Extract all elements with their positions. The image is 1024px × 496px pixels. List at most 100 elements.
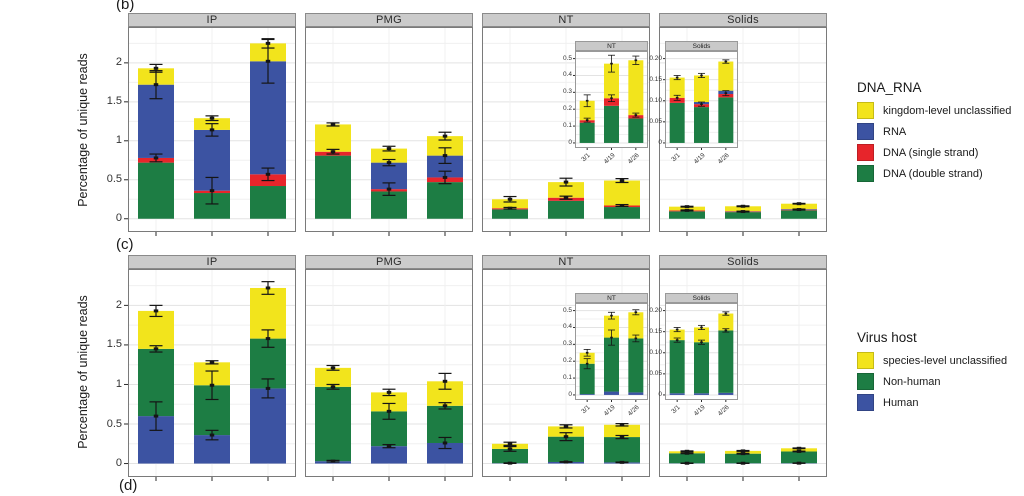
inset-strip: NT xyxy=(575,293,648,303)
error-mean-dot xyxy=(330,459,336,463)
panel-border xyxy=(575,303,648,400)
bar-segment xyxy=(315,386,351,462)
error-bar xyxy=(438,170,452,185)
panel-border xyxy=(482,269,650,477)
error-mean-dot xyxy=(585,351,589,354)
y-tick-label: 2 xyxy=(115,56,122,69)
bar-segment xyxy=(250,186,286,219)
error-bar xyxy=(149,345,163,353)
bar-segment xyxy=(669,453,705,464)
error-mean-dot xyxy=(386,161,392,165)
inset-y-tick-label: 0.1 xyxy=(562,374,572,382)
stacked-bar xyxy=(492,441,528,465)
error-mean-dot xyxy=(265,337,271,341)
bar-segment xyxy=(669,211,705,219)
bar-segment xyxy=(628,312,644,339)
y-tick-label: 1.5 xyxy=(106,95,122,108)
stacked-bar xyxy=(694,72,709,143)
error-bar xyxy=(326,122,340,127)
error-mean-dot xyxy=(265,59,271,63)
bar-segment xyxy=(492,448,528,464)
stacked-bar xyxy=(628,55,644,143)
inset-y-tick-label: 0.10 xyxy=(649,348,662,356)
inset-y-tick-label: 0.20 xyxy=(649,54,662,62)
error-mean-dot xyxy=(153,347,159,351)
bar-segment xyxy=(604,180,640,206)
stacked-bar xyxy=(718,311,734,395)
bar-segment xyxy=(718,392,734,395)
error-bar xyxy=(632,334,640,343)
bar-segment xyxy=(548,182,584,198)
inset-y-tick-label: 0.3 xyxy=(562,340,572,348)
bar-segment xyxy=(718,330,734,393)
stacked-bar xyxy=(371,145,407,219)
legend-item: species-level unclassified xyxy=(857,352,1007,369)
stacked-bar xyxy=(194,115,230,219)
error-bar xyxy=(503,206,517,210)
facet-strip-NT: NT xyxy=(482,13,650,27)
y-tick-label: 0 xyxy=(115,457,122,470)
error-mean-dot xyxy=(634,337,638,340)
error-bar xyxy=(205,176,219,205)
inset-y-tick-label: 0 xyxy=(658,390,662,398)
error-bar xyxy=(698,339,705,345)
stacked-bar xyxy=(427,372,463,464)
error-mean-dot xyxy=(442,154,448,158)
legend-dna-rna: DNA_RNA kingdom-level unclassified RNA D… xyxy=(857,80,1011,186)
error-bar xyxy=(615,203,629,208)
bar-segment xyxy=(371,446,407,464)
stacked-bar xyxy=(604,423,640,464)
legend-item: RNA xyxy=(857,123,1011,140)
error-bar xyxy=(326,459,340,463)
y-tick-label: 1.5 xyxy=(106,338,122,351)
error-mean-dot xyxy=(634,59,638,62)
bar-segment xyxy=(669,206,705,211)
error-bar xyxy=(326,383,340,390)
error-mean-dot xyxy=(684,451,690,455)
bar-segment xyxy=(604,207,640,219)
bar-segment xyxy=(371,148,407,163)
bar-segment xyxy=(427,442,463,464)
error-bar xyxy=(608,311,615,320)
panel-border xyxy=(128,27,296,232)
error-mean-dot xyxy=(675,339,679,341)
stacked-bar xyxy=(669,449,705,465)
error-mean-dot xyxy=(507,442,513,446)
bar-segment xyxy=(138,310,174,349)
stacked-bar xyxy=(604,54,619,143)
stacked-bar xyxy=(194,360,230,464)
inset-y-tick-label: 0.05 xyxy=(649,117,662,125)
bar-segment xyxy=(427,182,463,219)
stacked-bar xyxy=(781,446,817,465)
inset-strip: NT xyxy=(575,41,648,51)
error-bar xyxy=(583,358,591,370)
error-bar xyxy=(149,153,163,163)
bar-segment xyxy=(427,136,463,156)
inset-y-tick-label: 0 xyxy=(568,138,572,146)
error-mean-dot xyxy=(740,204,746,208)
panel-c-label: (c) xyxy=(116,236,134,253)
bar-segment xyxy=(628,392,644,395)
error-bar xyxy=(632,309,640,316)
error-bar xyxy=(698,101,705,107)
error-bar xyxy=(382,443,396,449)
bar-segment xyxy=(492,199,528,209)
inset-y-tick-label: 0.05 xyxy=(649,369,662,377)
error-bar xyxy=(615,434,629,440)
bar-segment xyxy=(781,203,817,210)
error-mean-dot xyxy=(796,208,802,212)
bar-segment xyxy=(604,63,619,99)
bar-segment xyxy=(781,448,817,452)
bar-segment xyxy=(579,122,595,143)
legend-item-label: species-level unclassified xyxy=(883,354,1008,367)
error-bar xyxy=(149,63,163,73)
error-mean-dot xyxy=(619,435,625,439)
bar-segment xyxy=(628,338,644,393)
bar-segment xyxy=(669,393,685,395)
error-mean-dot xyxy=(507,206,513,210)
error-mean-dot xyxy=(796,202,802,206)
error-mean-dot xyxy=(330,366,336,370)
inset-strip: Solids xyxy=(665,293,738,303)
inset-b-Solids: Solids 0 0.05 0.10 0.15 0.20 3/1 4/19 4/26 xyxy=(649,41,738,166)
error-mean-dot xyxy=(740,461,746,465)
